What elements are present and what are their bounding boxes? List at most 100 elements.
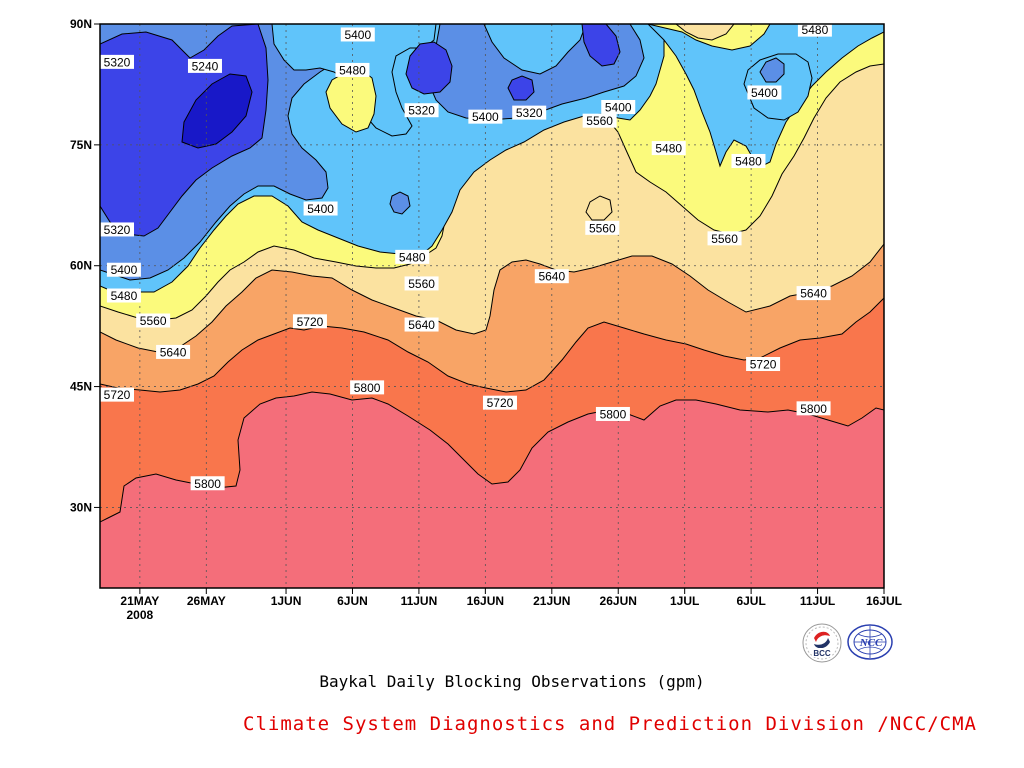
- credit-line: Climate System Diagnostics and Predictio…: [243, 713, 977, 735]
- contour-label: 5480: [651, 141, 686, 156]
- x-tick-label: 11JUN: [401, 594, 438, 608]
- contour-label-bg: [156, 344, 191, 359]
- contour-label: 5400: [747, 85, 782, 100]
- contour-label-bg: [395, 249, 430, 264]
- y-tick-label: 30N: [70, 500, 92, 514]
- contour-label-bg: [651, 141, 686, 156]
- contour-label-text: 5320: [408, 104, 435, 118]
- contour-label-text: 5720: [104, 388, 131, 402]
- contour-label-bg: [746, 357, 781, 372]
- contour-label-bg: [136, 313, 171, 328]
- contour-label-bg: [303, 201, 338, 216]
- contour-label-bg: [404, 103, 439, 118]
- contour-bands: [100, 24, 884, 588]
- contour-label-bg: [187, 58, 222, 73]
- contour-label-bg: [100, 54, 134, 69]
- contour-label-text: 5320: [104, 223, 131, 237]
- contour-label-text: 5400: [605, 100, 632, 114]
- contour-label: 5560: [707, 231, 742, 246]
- band-below-5240: [181, 73, 253, 149]
- contour-label-text: 5720: [750, 358, 777, 372]
- band-5240-5320-blob-c: [581, 24, 621, 67]
- contour-label: 5320: [512, 105, 547, 120]
- contour-label-bg: [731, 153, 766, 168]
- x-tick-label: 1JUN: [271, 594, 302, 608]
- contour-label-text: 5480: [735, 154, 762, 168]
- contour-label-bg: [404, 276, 439, 291]
- contour-label-bg: [797, 22, 832, 37]
- x-tick-label: 1JUL: [670, 594, 699, 608]
- contour-label-bg: [796, 401, 831, 416]
- contour-label-text: 5320: [104, 55, 131, 69]
- contour-label: 5560: [582, 113, 617, 128]
- contour-label-bg: [796, 286, 831, 301]
- contour-label-text: 5480: [111, 289, 138, 303]
- x-tick-label: 6JUL: [736, 594, 765, 608]
- x-tick-label: 26JUN: [600, 594, 637, 608]
- x-tick-label: 16JUL: [866, 594, 902, 608]
- contour-label-text: 5800: [800, 402, 827, 416]
- x-tick-label: 6JUN: [337, 594, 368, 608]
- contour-label-text: 5400: [111, 263, 138, 277]
- contour-label-bg: [100, 222, 134, 237]
- plot-frame: [99, 23, 885, 589]
- contour-label: 5480: [797, 22, 832, 37]
- contour-label-text: 5560: [408, 277, 435, 291]
- svg-text:NCC: NCC: [859, 637, 883, 649]
- contour-label: 5800: [796, 401, 831, 416]
- x-tick-label: 16JUN: [467, 594, 504, 608]
- ncc-logo-icon: NCC: [847, 624, 893, 660]
- contour-label: 5720: [100, 387, 134, 402]
- contour-label-bg: [106, 262, 141, 277]
- band-5240-5320-blob-a: [405, 41, 453, 95]
- band-5560-5640-pocket: [585, 195, 613, 221]
- contour-label-text: 5240: [192, 59, 219, 73]
- band-5320-5400-pocket: [759, 57, 785, 83]
- contour-label: 5720: [292, 314, 327, 329]
- band-5560-5640-cap: [675, 24, 735, 41]
- contour-label: 5480: [106, 288, 141, 303]
- contour-label-bg: [601, 99, 636, 114]
- contour-label-bg: [106, 288, 141, 303]
- contour-label: 5400: [303, 201, 338, 216]
- contour-label-text: 5400: [751, 86, 778, 100]
- contour-label: 5400: [340, 27, 375, 42]
- contour-label-bg: [335, 62, 370, 77]
- contour-label: 5640: [156, 344, 191, 359]
- contour-label-text: 5720: [297, 315, 324, 329]
- contour-label: 5800: [190, 476, 225, 491]
- contour-label-text: 5640: [538, 270, 565, 284]
- contour-label-text: 5560: [711, 232, 738, 246]
- contour-label-bg: [595, 406, 630, 421]
- contour-label-text: 5480: [802, 23, 829, 37]
- x-tick-label: 11JUL: [800, 594, 835, 608]
- contour-label: 5640: [796, 286, 831, 301]
- contour-label: 5800: [595, 406, 630, 421]
- contour-label: 5640: [534, 269, 569, 284]
- contour-label-bg: [534, 269, 569, 284]
- contour-labels: 5320 5240 5400 5480 5320 5400 5320 5480 5400 5400…: [100, 22, 832, 491]
- contour-label-text: 5560: [140, 314, 167, 328]
- band-5320-5400-blob-d: [389, 191, 411, 215]
- contour-label-text: 5720: [487, 396, 514, 410]
- x-tick-sublabel: 2008: [127, 608, 154, 622]
- contour-label-bg: [404, 317, 439, 332]
- contour-label-text: 5560: [589, 221, 616, 235]
- contour-label: 5320: [404, 103, 439, 118]
- contour-label-bg: [482, 395, 517, 410]
- band-5240-5320-blob-b: [507, 75, 535, 101]
- contour-label-text: 5480: [339, 63, 366, 77]
- contour-label: 5640: [404, 317, 439, 332]
- contour-label: 5560: [136, 313, 171, 328]
- contour-label-bg: [512, 105, 547, 120]
- y-tick-label: 90N: [70, 17, 92, 31]
- y-tick-label: 60N: [70, 259, 92, 273]
- x-tick-label: 26MAY: [187, 594, 226, 608]
- contour-label-bg: [585, 220, 620, 235]
- contour-label: 5560: [404, 276, 439, 291]
- contour-label-bg: [468, 109, 503, 124]
- y-tick-label: 45N: [70, 380, 92, 394]
- contour-label-bg: [292, 314, 327, 329]
